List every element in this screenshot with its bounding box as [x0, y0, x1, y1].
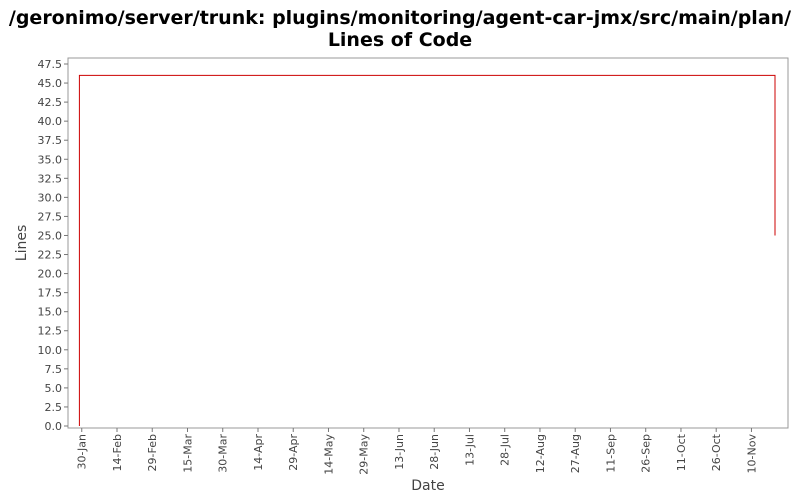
- y-tick-label: 10.0: [38, 344, 63, 357]
- y-axis-label: Lines: [14, 225, 30, 261]
- y-tick-label: 22.5: [38, 249, 63, 262]
- x-tick-label: 14-Apr: [252, 434, 265, 471]
- x-tick-label: 30-Mar: [217, 434, 230, 473]
- x-tick-label: 12-Aug: [534, 434, 547, 473]
- y-tick-label: 37.5: [38, 134, 63, 147]
- x-tick-label: 10-Nov: [745, 434, 758, 474]
- chart-title-line-1: /geronimo/server/trunk: plugins/monitori…: [8, 7, 792, 29]
- y-tick-label: 15.0: [38, 306, 63, 319]
- x-tick-label: 28-Jul: [499, 434, 512, 466]
- x-axis-label: Date: [411, 478, 444, 494]
- x-tick-label: 11-Oct: [675, 433, 688, 471]
- x-tick-label: 30-Jan: [76, 434, 89, 470]
- y-tick-label: 30.0: [38, 191, 63, 204]
- x-tick-label: 26-Oct: [710, 433, 723, 471]
- y-tick-label: 45.0: [38, 77, 63, 90]
- y-tick-label: 17.5: [38, 287, 63, 300]
- x-tick-label: 11-Sep: [604, 434, 617, 473]
- y-tick-label: 20.0: [38, 268, 63, 281]
- y-tick-label: 40.0: [38, 115, 63, 128]
- x-tick-label: 13-Jun: [393, 434, 406, 470]
- y-tick-label: 2.5: [45, 401, 63, 414]
- chart-title-line-2: Lines of Code: [327, 29, 473, 51]
- x-tick-label: 27-Aug: [569, 434, 582, 473]
- x-tick-label: 29-Apr: [287, 434, 300, 471]
- x-tick-label: 29-Feb: [146, 434, 159, 471]
- y-tick-label: 27.5: [38, 210, 63, 223]
- x-tick-label: 28-Jun: [428, 434, 441, 470]
- y-tick-label: 0.0: [45, 420, 63, 433]
- x-tick-label: 14-Feb: [111, 434, 124, 471]
- y-tick-label: 12.5: [38, 325, 63, 338]
- series-line: [78, 74, 776, 426]
- x-tick-label: 14-May: [322, 434, 335, 475]
- plot-area: 0.0 2.5 5.0 7.5 10.0 12.5 15.0 17.5 20.0 22.5 25.0…: [14, 57, 789, 494]
- y-tick-label: 7.5: [45, 363, 63, 376]
- x-tick-label: 26-Sep: [640, 434, 653, 473]
- y-tick-label: 25.0: [38, 229, 63, 242]
- y-tick-label: 47.5: [38, 58, 63, 71]
- plot-frame: [67, 57, 789, 429]
- y-tick-label: 42.5: [38, 96, 63, 109]
- y-tick-label: 35.0: [38, 153, 63, 166]
- x-tick-label: 15-Mar: [181, 434, 194, 473]
- y-tick-label: 5.0: [45, 382, 63, 395]
- x-tick-label: 13-Jul: [463, 434, 476, 466]
- x-tick-label: 29-May: [358, 434, 371, 475]
- y-tick-label: 32.5: [38, 172, 63, 185]
